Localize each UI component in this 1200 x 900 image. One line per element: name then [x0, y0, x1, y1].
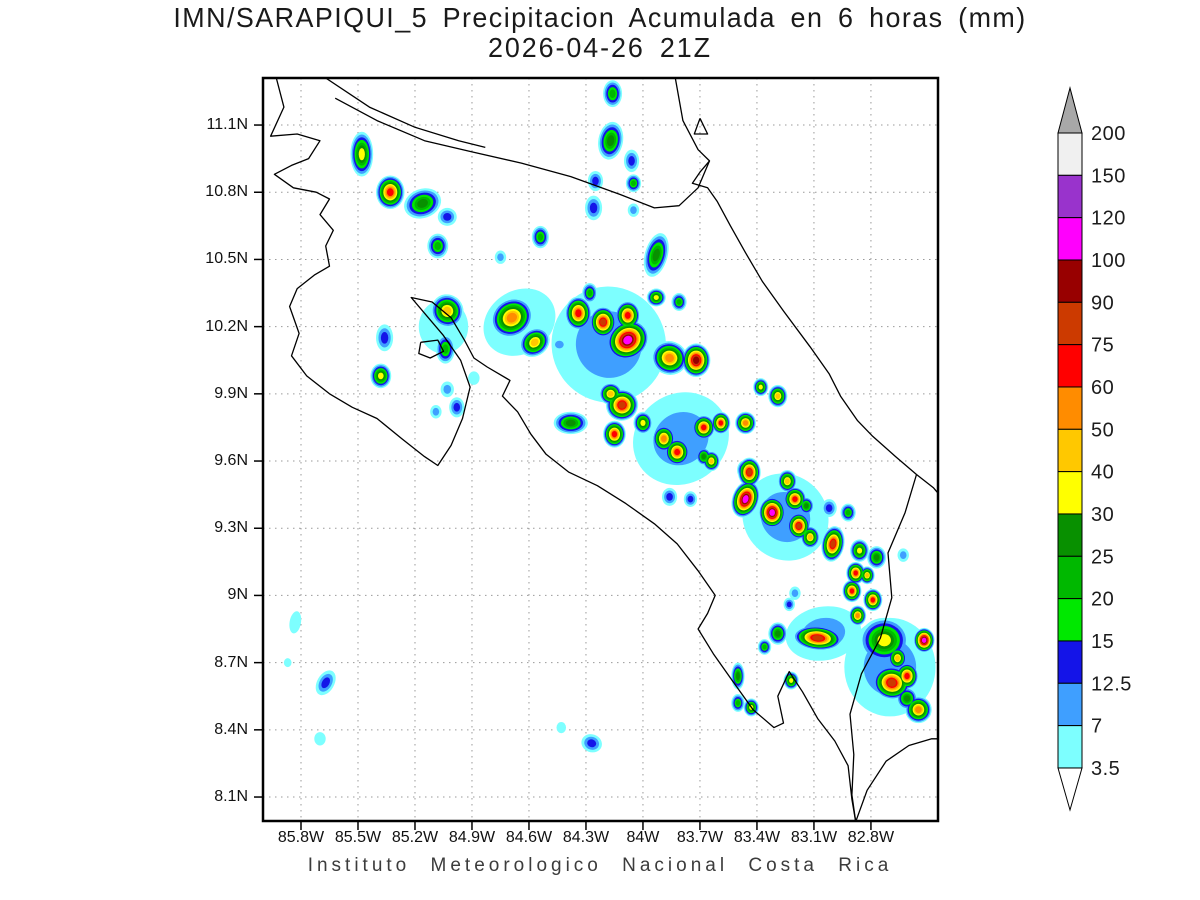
colorbar-tick-label: 100 [1091, 250, 1126, 272]
x-tick-label: 83.7W [676, 829, 724, 846]
y-tick-label: 8.4N [214, 720, 248, 738]
x-tick-label: 82.8W [847, 829, 895, 846]
coastline-nicaragua-border [334, 97, 711, 209]
x-tick-label: 84.3W [562, 829, 610, 846]
x-tick-label: 85.2W [391, 829, 439, 846]
y-tick-label: 9.9N [214, 384, 248, 402]
x-tick-label: 85.5W [334, 829, 382, 846]
tick-marks [254, 124, 872, 830]
colorbar-box [1057, 598, 1083, 642]
coastlines [269, 78, 938, 821]
colorbar-box [1057, 682, 1083, 727]
y-tick-label: 11.1N [206, 116, 248, 134]
colorbar-box [1057, 301, 1083, 346]
colorbar-box [1057, 344, 1083, 388]
x-tick-label: 84.9W [448, 829, 496, 846]
x-tick-label: 84W [626, 829, 660, 846]
colorbar-tick-label: 15 [1091, 631, 1114, 653]
colorbar-tick-label: 50 [1091, 419, 1114, 441]
colorbar: 200 150 120 100 90 75 60 50 40 30 25 20 15 12.5 7 3.5 [1057, 86, 1132, 812]
colorbar-tick-label: 25 [1091, 546, 1114, 568]
colorbar-box [1057, 386, 1083, 430]
coastline-lagoon-triangle [693, 118, 709, 135]
colorbar-box [1057, 555, 1083, 600]
colorbar-tick-label: 3.5 [1091, 758, 1120, 780]
x-tick-label: 83.1W [790, 829, 838, 846]
y-tick-label: 8.1N [214, 788, 248, 806]
colorbar-box [1057, 428, 1083, 473]
coastline-pacific-coast [269, 78, 857, 821]
y-tick-label: 10.5N [205, 250, 248, 268]
y-tick-label: 10.8N [205, 183, 248, 201]
precipitation-cells [283, 80, 936, 753]
y-tick-label: 9.6N [214, 452, 248, 470]
colorbar-tick-label: 12.5 [1091, 673, 1132, 695]
colorbar-tick-label: 90 [1091, 292, 1114, 314]
colorbar-box [1057, 513, 1083, 557]
map-plot [254, 76, 940, 830]
chart-title: IMN/SARAPIQUI_5 Precipitacion Acumulada … [173, 2, 1027, 33]
x-tick-label: 84.6W [505, 829, 553, 846]
colorbar-box [1057, 725, 1083, 769]
colorbar-tick-label: 120 [1091, 208, 1126, 230]
y-tick-label: 9.3N [214, 519, 248, 537]
colorbar-tick-label: 7 [1091, 716, 1103, 738]
x-tick-label: 83.4W [733, 829, 781, 846]
coastline-nicaragua-lake-shore [325, 78, 486, 149]
colorbar-box [1057, 132, 1083, 176]
colorbar-tick-label: 150 [1091, 165, 1126, 187]
coastline-caribbean-coast [674, 78, 938, 493]
colorbar-box [1057, 259, 1083, 303]
colorbar-box [1057, 174, 1083, 219]
colorbar-tick-label: 200 [1091, 123, 1126, 145]
coastline-panama-south-coast [855, 738, 938, 821]
footer-credit: Instituto Meteorologico Nacional Costa R… [307, 855, 893, 876]
colorbar-box [1057, 640, 1083, 684]
plot-frame [261, 76, 940, 823]
colorbar-under-arrow [1057, 767, 1083, 812]
chart-subtitle: 2026-04-26 21Z [488, 32, 712, 63]
x-tick-label: 85.8W [277, 829, 325, 846]
y-tick-label: 9N [227, 586, 248, 604]
coastline-isla-chira [418, 339, 445, 359]
colorbar-tick-label: 60 [1091, 377, 1114, 399]
colorbar-box [1057, 217, 1083, 261]
colorbar-box [1057, 471, 1083, 515]
colorbar-over-arrow [1057, 86, 1083, 134]
y-tick-label: 8.7N [214, 653, 248, 671]
gridlines [263, 78, 938, 821]
y-tick-label: 10.2N [205, 317, 248, 335]
coastline-panama-border [849, 474, 918, 821]
colorbar-tick-label: 40 [1091, 462, 1114, 484]
colorbar-tick-label: 30 [1091, 504, 1114, 526]
colorbar-tick-label: 75 [1091, 335, 1114, 357]
colorbar-tick-label: 20 [1091, 589, 1114, 611]
